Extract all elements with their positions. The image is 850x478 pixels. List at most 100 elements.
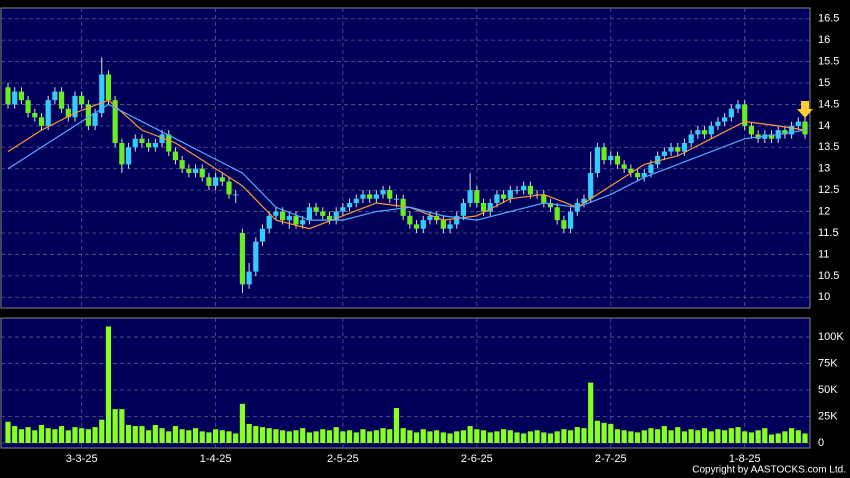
y-tick-label: 13.5 bbox=[818, 141, 839, 153]
volume-bar bbox=[12, 426, 18, 443]
candle-body bbox=[199, 168, 205, 178]
volume-bar bbox=[802, 433, 808, 443]
candle-body bbox=[701, 130, 708, 135]
candle-body bbox=[333, 211, 339, 221]
candle-body bbox=[79, 95, 85, 105]
candle-body bbox=[561, 220, 567, 229]
volume-bar bbox=[655, 429, 661, 443]
volume-bar bbox=[574, 427, 580, 443]
candle-body bbox=[460, 203, 467, 216]
candle-body bbox=[159, 134, 165, 143]
candle-body bbox=[119, 143, 125, 165]
volume-bar bbox=[293, 430, 299, 443]
candle-body bbox=[487, 203, 493, 212]
candle-body bbox=[387, 190, 393, 199]
x-tick-label: 1-4-25 bbox=[200, 453, 232, 465]
candle-body bbox=[648, 164, 654, 173]
candle-body bbox=[38, 117, 45, 126]
volume-bar bbox=[648, 428, 654, 443]
x-tick-label: 3-3-25 bbox=[66, 453, 98, 465]
volume-bar bbox=[507, 430, 513, 443]
volume-bar bbox=[18, 429, 24, 443]
candle-body bbox=[239, 233, 246, 285]
volume-bar bbox=[146, 430, 152, 443]
candle-body bbox=[320, 211, 326, 216]
volume-bar bbox=[326, 430, 333, 443]
volume-bar bbox=[407, 430, 413, 443]
candle-body bbox=[32, 113, 38, 118]
volume-bar bbox=[755, 430, 761, 443]
candle-body bbox=[795, 121, 801, 126]
volume-bar bbox=[775, 433, 781, 443]
y-tick-label: 12 bbox=[818, 205, 830, 217]
volume-bar bbox=[233, 433, 239, 443]
candle-body bbox=[722, 117, 728, 122]
volume-bar bbox=[226, 431, 232, 443]
candle-body bbox=[300, 220, 306, 225]
y2-tick-label: 100K bbox=[818, 331, 844, 343]
volume-bar bbox=[722, 430, 728, 443]
volume-bar bbox=[400, 428, 406, 443]
volume-bar bbox=[353, 432, 359, 443]
volume-bar bbox=[621, 430, 627, 443]
volume-bar bbox=[454, 431, 460, 443]
volume-bar bbox=[601, 422, 607, 443]
candle-body bbox=[661, 151, 667, 156]
volume-bar bbox=[681, 431, 688, 443]
y-tick-label: 10 bbox=[818, 291, 830, 303]
candle-body bbox=[588, 173, 594, 199]
volume-bar bbox=[668, 430, 674, 443]
volume-bar bbox=[768, 434, 775, 443]
volume-bar bbox=[45, 428, 51, 443]
candle-body bbox=[132, 138, 138, 148]
candle-body bbox=[99, 74, 105, 113]
candle-body bbox=[742, 104, 748, 126]
volume-bar bbox=[393, 408, 400, 443]
volume-bar bbox=[25, 427, 31, 443]
volume-bar bbox=[360, 429, 366, 443]
y2-tick-label: 50K bbox=[818, 384, 838, 396]
candle-body bbox=[688, 134, 694, 143]
volume-bar bbox=[32, 430, 38, 443]
y-tick-label: 14 bbox=[818, 120, 830, 132]
volume-bar bbox=[72, 427, 78, 443]
volume-bar bbox=[541, 432, 547, 443]
candle-body bbox=[273, 211, 279, 216]
candle-body bbox=[393, 198, 400, 200]
volume-bar bbox=[266, 428, 272, 443]
candle-body bbox=[353, 198, 359, 203]
candle-body bbox=[735, 104, 741, 109]
volume-bar bbox=[614, 429, 621, 443]
volume-bar bbox=[105, 326, 112, 443]
candle-body bbox=[45, 100, 51, 126]
candle-body bbox=[400, 198, 406, 216]
volume-bar bbox=[440, 432, 446, 443]
candle-body bbox=[427, 215, 433, 221]
volume-bar bbox=[279, 430, 286, 443]
volume-bar bbox=[460, 430, 467, 443]
candle-body bbox=[246, 271, 252, 285]
candle-body bbox=[601, 147, 607, 161]
candle-body bbox=[628, 168, 634, 173]
candle-body bbox=[306, 207, 312, 221]
candle-body bbox=[507, 190, 513, 199]
candle-body bbox=[675, 147, 681, 152]
candle-body bbox=[139, 138, 145, 143]
volume-bar bbox=[340, 431, 346, 443]
volume-bar bbox=[132, 426, 138, 443]
volume-bar bbox=[58, 426, 65, 443]
moving-average bbox=[7, 103, 806, 221]
candle-body bbox=[380, 190, 386, 195]
candle-body bbox=[407, 215, 413, 225]
candle-body bbox=[634, 173, 641, 178]
candle-body bbox=[715, 121, 721, 126]
y2-tick-label: 0 bbox=[818, 437, 824, 449]
candle-body bbox=[527, 185, 534, 195]
volume-bar bbox=[273, 429, 279, 443]
candle-body bbox=[58, 91, 65, 109]
volume-bar bbox=[125, 424, 132, 443]
volume-bar bbox=[38, 424, 45, 443]
volume-bar bbox=[333, 427, 339, 443]
y-tick-label: 11 bbox=[818, 248, 829, 260]
candle-body bbox=[541, 194, 547, 203]
